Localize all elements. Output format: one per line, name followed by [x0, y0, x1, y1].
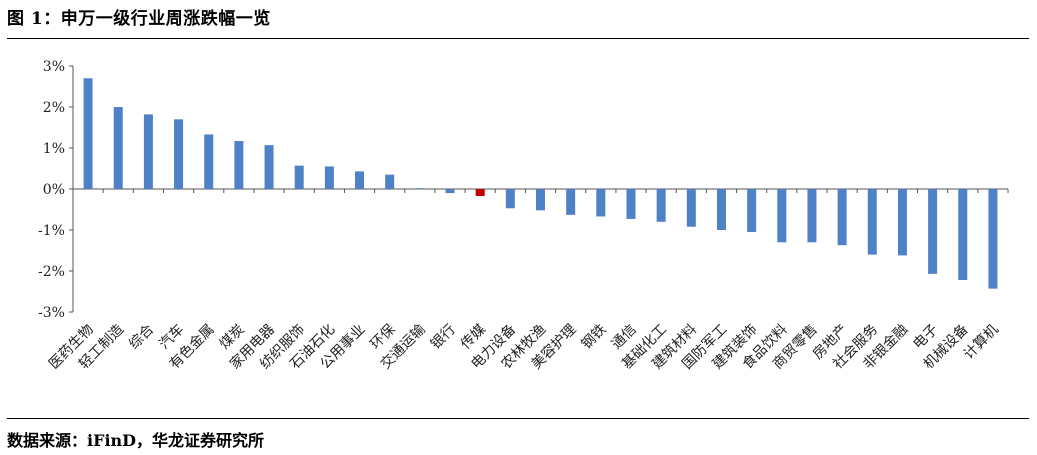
bar-传媒	[475, 189, 485, 196]
y-tick-label: 2%	[43, 100, 65, 116]
bar-电力设备	[505, 189, 515, 209]
bar-基础化工	[656, 189, 666, 222]
bottom-rule	[7, 418, 1029, 419]
bar-家用电器	[264, 145, 274, 189]
bar-公用事业	[355, 171, 365, 189]
bar-食品饮料	[777, 189, 787, 243]
bar-通信	[626, 189, 636, 219]
bar-医药生物	[83, 78, 93, 189]
bar-纺织服饰	[294, 165, 304, 189]
bar-机械设备	[958, 189, 968, 281]
source-note: 数据来源：iFinD，华龙证券研究所	[7, 431, 265, 450]
bar-非银金融	[897, 189, 907, 256]
bars	[83, 78, 998, 289]
category-label: 钢铁	[579, 322, 610, 353]
bar-银行	[445, 189, 455, 194]
bar-农林牧渔	[536, 189, 545, 211]
category-label: 银行	[428, 322, 459, 353]
bar-有色金属	[204, 134, 214, 189]
bar-计算机	[988, 189, 998, 289]
category-label: 计算机	[961, 322, 1002, 363]
bar-商贸零售	[807, 189, 817, 243]
bar-汽车	[174, 119, 184, 189]
bar-美容护理	[566, 189, 576, 215]
axes: 3% 2% 1% 0% -1% -2% -3%	[38, 59, 1009, 321]
category-label: 综合	[126, 322, 157, 353]
bar-轻工制造	[113, 107, 123, 189]
top-rule	[7, 38, 1029, 39]
bar-社会服务	[867, 189, 877, 255]
figure-title: 图 1：申万一级行业周涨跌幅一览	[7, 9, 271, 29]
y-tick-label: 1%	[43, 141, 65, 157]
bar-建筑装饰	[747, 189, 757, 233]
bar-石油石化	[324, 166, 334, 189]
bar-房地产	[837, 189, 847, 246]
bar-建筑材料	[686, 189, 696, 227]
y-tick-label: -1%	[38, 223, 65, 239]
bar-国防军工	[716, 189, 726, 230]
bar-环保	[385, 174, 395, 189]
y-tick-label: 0%	[43, 182, 65, 198]
bar-钢铁	[596, 189, 606, 217]
bar-交通运输	[415, 188, 425, 190]
bar-电子	[928, 189, 938, 274]
y-tick-label: -3%	[38, 305, 65, 321]
y-tick-label: 3%	[43, 59, 65, 75]
bar-综合	[143, 114, 153, 189]
bar-煤炭	[234, 141, 244, 189]
y-tick-label: -2%	[38, 264, 65, 280]
